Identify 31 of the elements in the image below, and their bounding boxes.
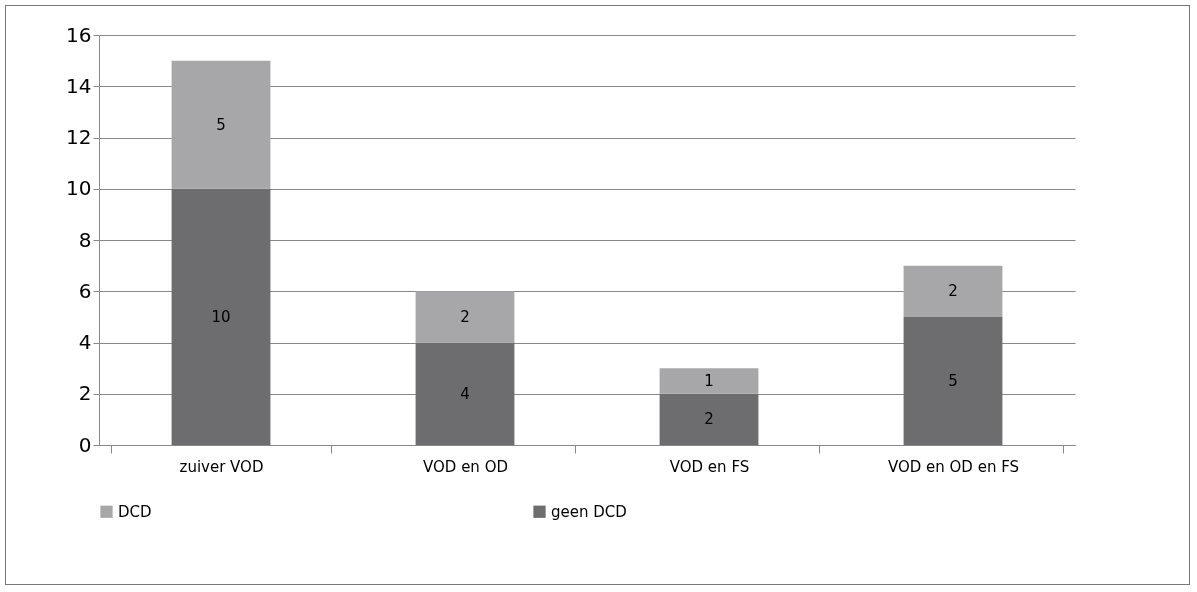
bar — [171, 60, 271, 189]
x-tick-label: VOD en OD en FS — [887, 457, 1020, 476]
y-tick-label: 10 — [66, 176, 92, 201]
data-label: 5 — [216, 115, 226, 134]
bar — [903, 265, 1003, 317]
data-label: 10 — [211, 307, 231, 326]
data-label: 2 — [948, 282, 958, 301]
y-tick-label: 14 — [66, 73, 92, 98]
y-tick-label: 6 — [78, 278, 92, 303]
y-tick-label: 8 — [78, 227, 92, 252]
y-tick-label: 16 — [66, 22, 92, 47]
y-tick-label: 12 — [66, 125, 92, 149]
x-tick-label: zuiver VOD — [179, 457, 264, 476]
bar — [659, 368, 759, 394]
legend-label: geen DCD — [551, 502, 627, 521]
y-tick-label: 4 — [78, 330, 92, 354]
bar — [415, 291, 515, 343]
bar — [659, 393, 759, 445]
bar — [903, 316, 1003, 445]
data-label: 1 — [704, 371, 714, 390]
bar — [415, 342, 515, 445]
x-tick-label: VOD en FS — [669, 457, 750, 476]
legend-label: DCD — [118, 502, 152, 521]
bar — [171, 188, 271, 445]
data-label: 2 — [460, 307, 470, 326]
x-tick-label: VOD en OD — [423, 457, 508, 476]
data-label: 2 — [704, 410, 714, 429]
y-tick-label: 0 — [78, 432, 92, 457]
data-label: 5 — [948, 371, 958, 390]
y-tick-label: 2 — [78, 381, 92, 406]
data-label: 4 — [460, 384, 470, 403]
